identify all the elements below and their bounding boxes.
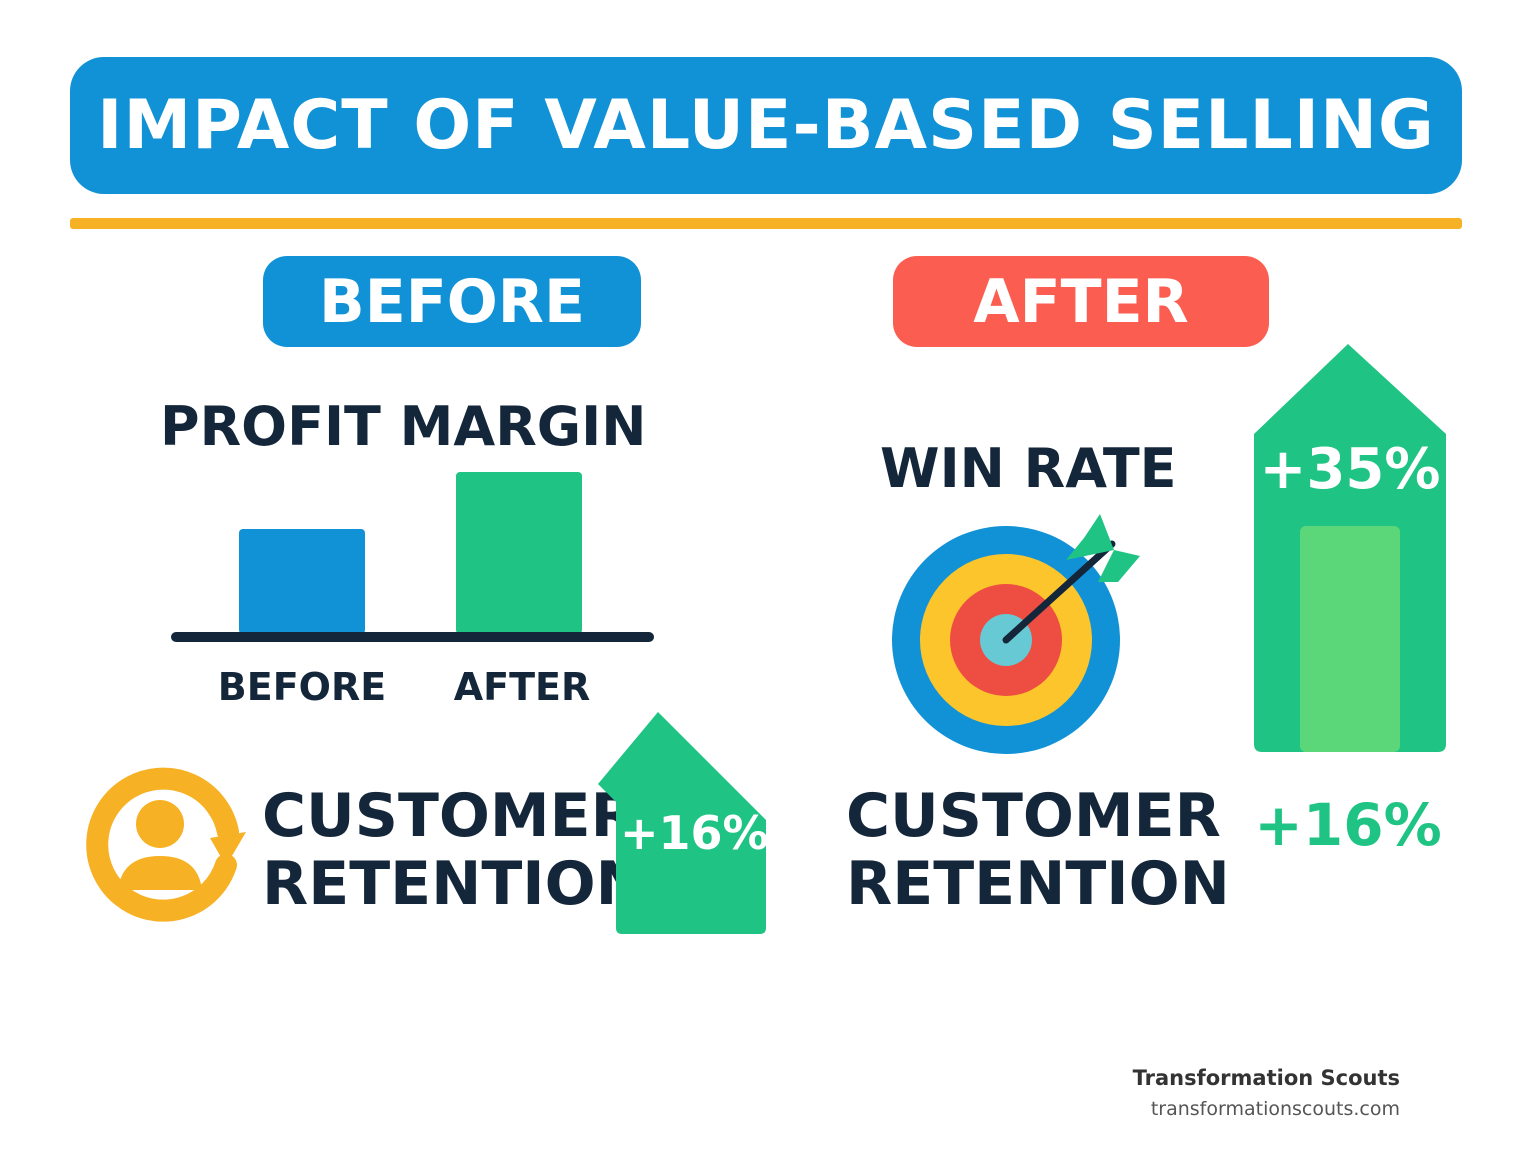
target-arrow-shaft	[1002, 540, 1116, 644]
person-body	[118, 856, 202, 890]
retention-left-line2: RETENTION	[262, 849, 646, 919]
tick-label-before: BEFORE	[217, 665, 387, 709]
before-section-label: BEFORE	[263, 256, 641, 347]
retention-arrowhead	[210, 832, 246, 866]
up-arrow-icon	[598, 712, 766, 934]
bar-after	[456, 472, 582, 634]
retention-change-badge: +16%	[620, 806, 769, 860]
brand-url: transformationscouts.com	[1150, 1098, 1400, 1120]
retention-right-line1: CUSTOMER	[846, 781, 1221, 851]
retention-right-line2: RETENTION	[846, 849, 1230, 919]
arrow-inner-bar	[1300, 526, 1400, 752]
profit-margin-title: PROFIT MARGIN	[160, 395, 647, 458]
person-head	[136, 800, 184, 848]
target-arrow-fletch-bottom	[1098, 550, 1140, 582]
target-arrow-fletch-top	[1066, 514, 1114, 560]
page-title: IMPACT OF VALUE-BASED SELLING	[97, 86, 1435, 165]
retention-ring	[86, 767, 239, 922]
retention-label-left: CUSTOMER RETENTION	[262, 781, 646, 919]
retention-label-right: CUSTOMER RETENTION	[846, 781, 1230, 919]
win-rate-title: WIN RATE	[880, 437, 1177, 500]
tick-label-after: AFTER	[453, 665, 591, 709]
customer-retention-icon	[86, 767, 246, 922]
title-divider	[70, 218, 1462, 229]
title-banner: IMPACT OF VALUE-BASED SELLING	[70, 57, 1462, 194]
brand-name: Transformation Scouts	[1132, 1066, 1400, 1090]
retention-left-line1: CUSTOMER	[262, 781, 637, 851]
before-label-text: BEFORE	[319, 266, 585, 337]
chart-baseline	[171, 632, 654, 642]
bar-before	[239, 529, 365, 634]
after-section-label: AFTER	[893, 256, 1269, 347]
up-arrow-icon-large	[1254, 344, 1446, 752]
win-rate-change-badge: +35%	[1259, 437, 1441, 502]
after-label-text: AFTER	[973, 266, 1189, 337]
target-icon	[892, 514, 1140, 754]
retention-change-value: +16%	[1254, 791, 1442, 859]
